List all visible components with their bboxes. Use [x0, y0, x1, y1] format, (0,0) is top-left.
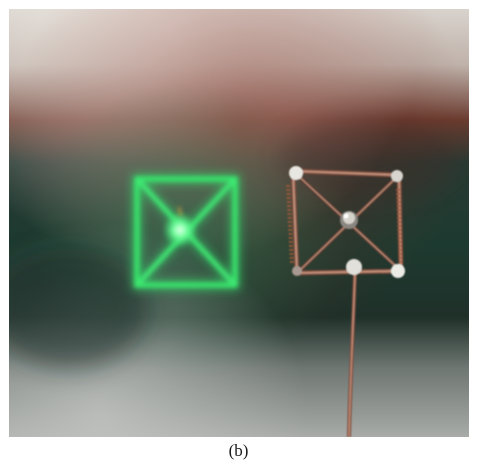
hologram-pyramid [132, 174, 240, 290]
photo-figure [9, 9, 469, 437]
photo-image [9, 9, 469, 437]
wire-pyramid [286, 166, 405, 437]
figure-caption: (b) [228, 441, 249, 460]
